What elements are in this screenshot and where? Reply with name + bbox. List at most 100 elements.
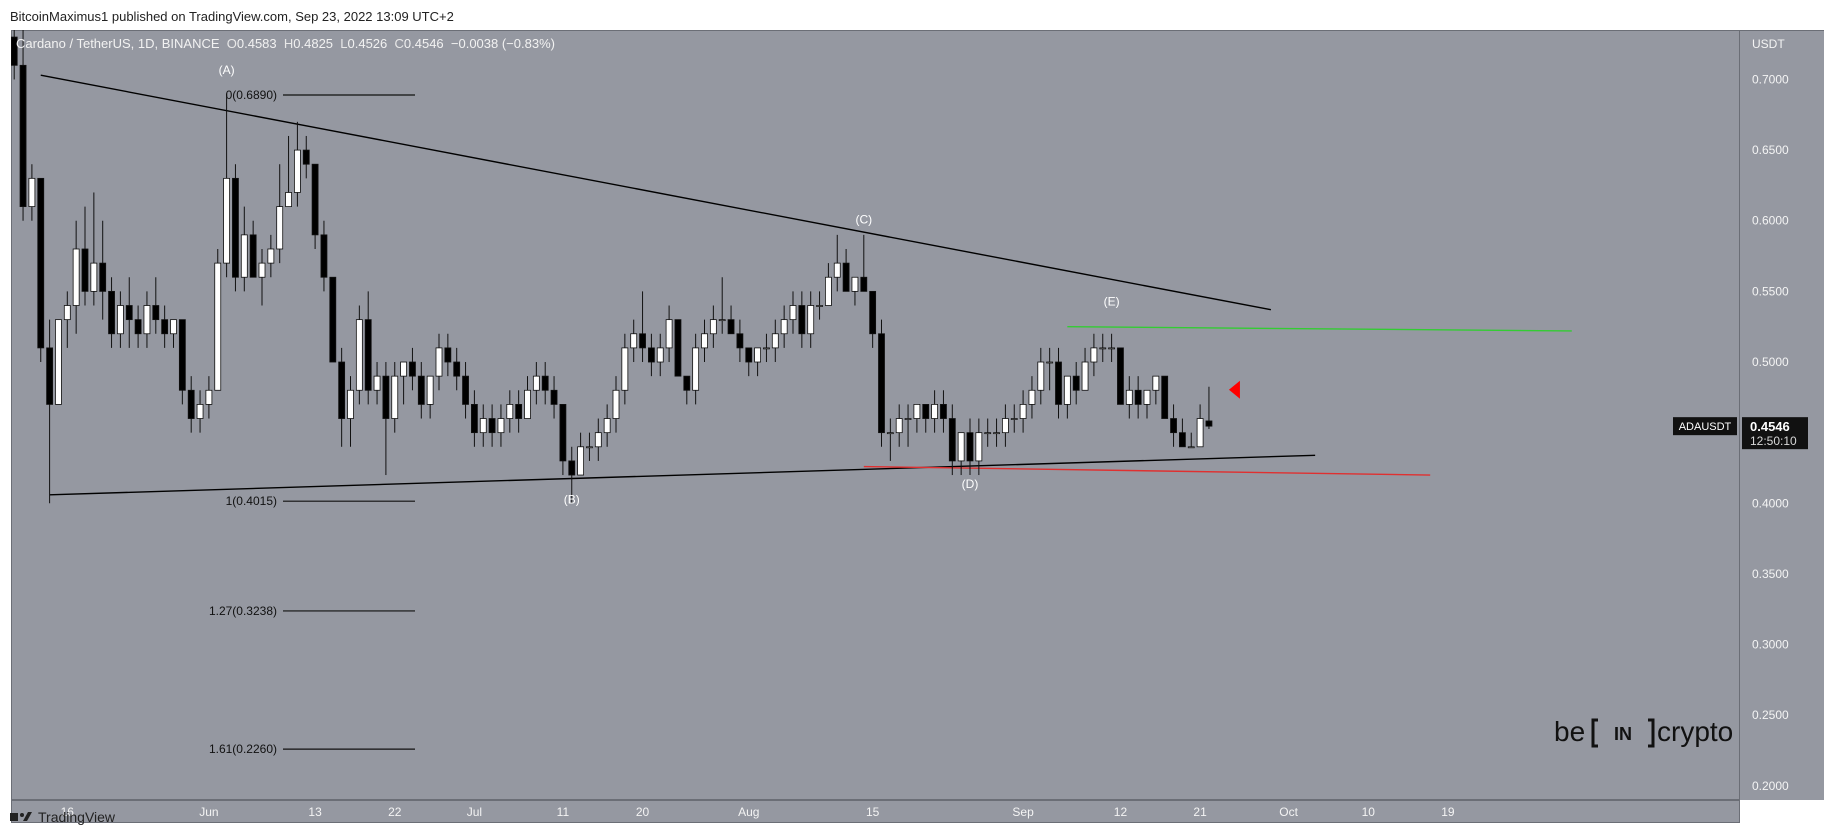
candle-body [1143,389,1151,405]
candle-body [1161,375,1169,419]
x-tick-label: 11 [557,805,570,819]
candle-body [232,177,239,278]
fib-level-label: 1.61(0.2260) [209,742,277,756]
candle-body [470,404,478,434]
candle-body [798,305,806,335]
fib-level-label: 0(0.6890) [226,88,277,102]
x-tick-label: Sep [1012,805,1034,819]
candle-body [648,347,655,363]
candle-body [214,262,222,391]
watermark-in: IN [1614,724,1632,744]
trendline-support [863,465,1431,476]
open-value: 0.4583 [236,36,277,51]
x-tick-label: 19 [1441,805,1455,819]
candle-body [869,290,877,335]
candle-body [1028,389,1036,405]
price-axis[interactable] [1740,30,1824,800]
candle-body [1099,347,1107,350]
x-tick-label: Jul [467,805,482,819]
candle-body [701,333,708,349]
candle-body [426,375,434,405]
candle-body [745,347,753,363]
candle-body [187,389,195,419]
candle-body [1002,418,1009,434]
y-axis-unit: USDT [1752,37,1785,51]
candle-body [656,347,664,363]
candle-body [966,432,974,462]
candle-body [311,163,319,236]
candle-body [152,305,160,321]
candle-body [28,177,36,208]
candle-body [125,305,133,321]
candle-body [577,446,584,476]
footer-brand: TradingView [38,809,116,825]
tradingview-logo-icon [10,812,32,821]
candle-body [1046,361,1054,364]
candle-body [763,347,770,350]
y-tick-label: 0.5500 [1752,284,1789,298]
candle-body [709,319,717,335]
candle-body [373,375,381,391]
watermark-bracket-icon [1591,718,1655,748]
candle-body [1117,347,1124,405]
candle-body [816,305,823,307]
candle-body [1108,347,1115,350]
y-tick-label: 0.5000 [1752,355,1789,369]
x-tick-label: 20 [636,805,650,819]
candle-body [736,333,744,349]
candle-body [524,389,531,419]
high-label: H [283,36,294,51]
candle-body [462,375,469,405]
candle-body [1205,420,1213,427]
candle-body [1134,389,1142,405]
tradingview-footer[interactable]: TradingView [10,809,115,825]
y-tick-label: 0.3000 [1752,638,1789,652]
candle-body [904,418,912,420]
candle-body [108,290,115,335]
candle-body [603,418,611,434]
candle-body [754,347,761,363]
candle-body [320,234,328,278]
candle-body [957,432,965,462]
candle-body [789,305,797,321]
candle-body [718,319,726,322]
x-tick-label: 16 [61,805,75,819]
wave-label: (B) [564,492,580,506]
candle-body [355,319,363,391]
candle-body [630,333,638,349]
candle-body [391,375,399,419]
candle-body [267,248,275,264]
candle-body [1019,404,1027,419]
candle-body [780,319,788,335]
y-tick-label: 0.6000 [1752,214,1789,228]
candle-body [338,361,346,419]
candle-body [1081,361,1089,391]
candle-body [612,389,620,419]
candle-body [825,276,832,306]
candle-body [205,389,213,405]
candle-body [488,418,496,434]
price-tag-countdown: 12:50:10 [1750,434,1797,448]
candle-body [1187,446,1195,449]
x-tick-label: 15 [866,805,880,819]
candle-body [400,361,408,377]
x-tick-label: 12 [1114,805,1128,819]
candle-body [409,361,416,377]
x-tick-label: Oct [1279,805,1298,819]
candle-body [586,446,593,449]
candle-body [444,347,452,363]
time-axis[interactable] [11,800,1740,823]
low-value: 0.4526 [347,36,388,51]
price-tag-symbol-box [1673,417,1737,436]
candle-body [19,64,27,208]
candle-body [453,361,461,377]
candle-body [1196,418,1204,448]
candle-body [117,305,124,335]
fib-level-label: 1(0.4015) [226,494,277,508]
candle-body [692,347,700,391]
candle-body [559,404,567,462]
candle-body [497,418,505,434]
publisher-credit: BitcoinMaximus1 published on TradingView… [10,9,454,24]
candle-body [81,248,89,292]
